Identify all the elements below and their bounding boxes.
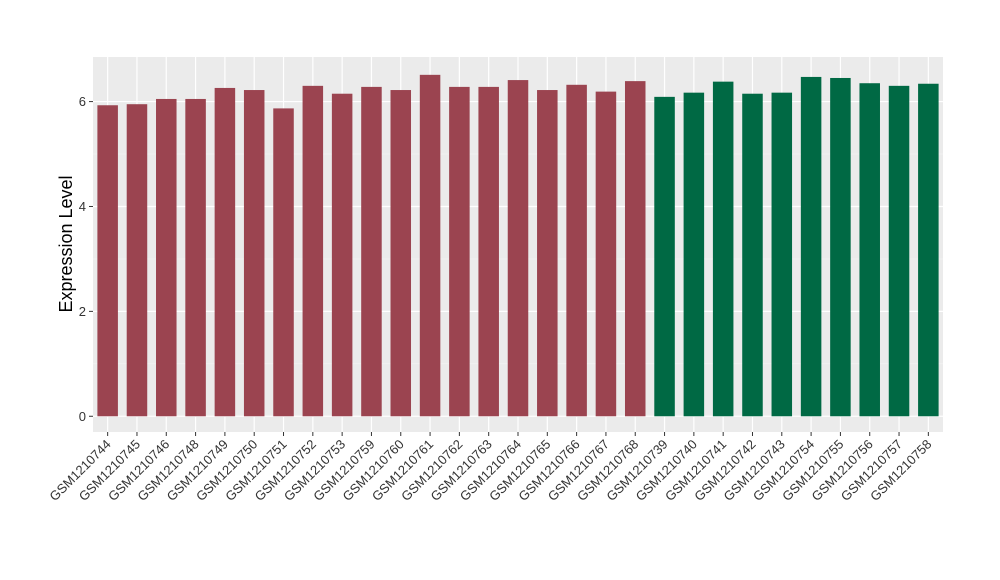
bar-GSM1210752 bbox=[302, 85, 324, 417]
y-axis: 0 2 4 6 bbox=[79, 94, 93, 424]
y-tick-label: 0 bbox=[79, 409, 86, 424]
bar-GSM1210766 bbox=[566, 84, 587, 417]
bar-GSM1210749 bbox=[214, 87, 236, 417]
bar-GSM1210753 bbox=[331, 93, 353, 417]
bar-GSM1210767 bbox=[595, 91, 617, 417]
bar-GSM1210740 bbox=[683, 92, 705, 417]
bar-GSM1210758 bbox=[918, 83, 939, 417]
bar-GSM1210739 bbox=[654, 96, 675, 417]
y-axis-title: Expression Level bbox=[56, 175, 76, 312]
x-axis: GSM1210744GSM1210745GSM1210746GSM1210748… bbox=[46, 432, 934, 504]
bar-GSM1210751 bbox=[273, 108, 294, 417]
bar-GSM1210743 bbox=[771, 92, 793, 417]
y-tick-label: 6 bbox=[79, 94, 86, 109]
bar-GSM1210748 bbox=[185, 98, 206, 417]
bar-GSM1210763 bbox=[478, 86, 499, 417]
bar-GSM1210762 bbox=[449, 86, 470, 417]
bars bbox=[97, 74, 939, 417]
bar-GSM1210768 bbox=[624, 81, 646, 417]
bar-GSM1210759 bbox=[361, 86, 382, 417]
bar-GSM1210756 bbox=[859, 83, 880, 417]
bar-GSM1210741 bbox=[712, 81, 734, 417]
y-tick-label: 4 bbox=[79, 199, 86, 214]
bar-GSM1210745 bbox=[126, 104, 148, 417]
bar-GSM1210744 bbox=[97, 105, 118, 417]
bar-GSM1210765 bbox=[537, 90, 558, 417]
bar-GSM1210760 bbox=[390, 90, 412, 417]
bar-GSM1210750 bbox=[243, 90, 265, 417]
y-tick-label: 2 bbox=[79, 304, 86, 319]
bar-GSM1210761 bbox=[419, 74, 441, 417]
bar-GSM1210764 bbox=[507, 80, 529, 417]
bar-GSM1210754 bbox=[800, 76, 822, 417]
bar-GSM1210746 bbox=[156, 98, 177, 417]
bar-GSM1210757 bbox=[888, 85, 910, 417]
bar-GSM1210755 bbox=[830, 77, 851, 417]
bar-GSM1210742 bbox=[742, 93, 763, 417]
